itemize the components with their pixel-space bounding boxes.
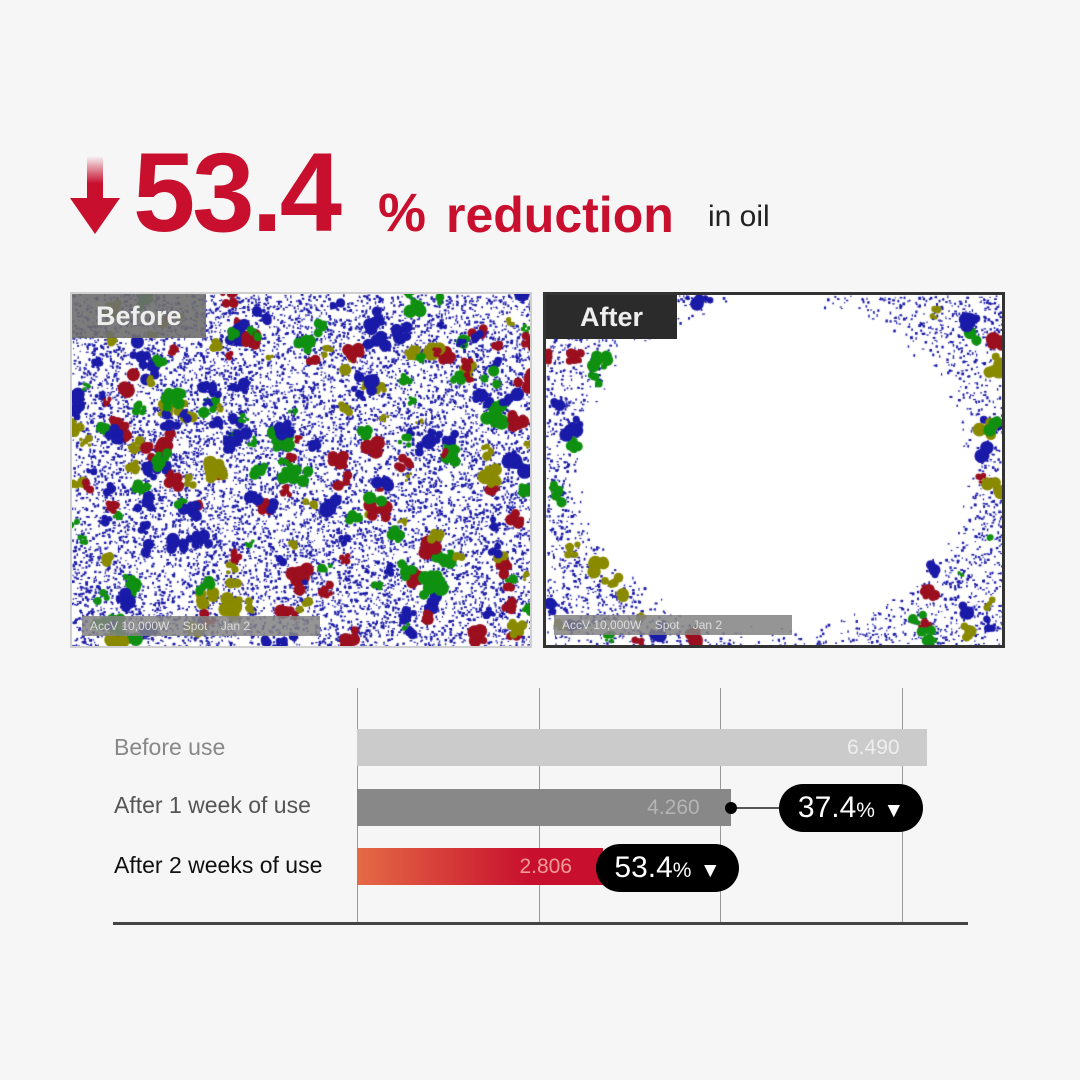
callout-dot [725,802,738,814]
badge-unit: % [856,799,875,822]
reduction-badge-1-week: 37.4% ▼ [779,784,923,832]
category-label: After 2 weeks of use [114,852,323,878]
bar-after-2-weeks [357,848,604,885]
value-label: 2.806 [519,855,572,878]
headline-number: 53.4 [133,130,342,255]
callout-line [731,807,779,809]
micrograph-caption: AccV 10,000W Spot Jan 2 [554,615,792,635]
badge-unit: % [672,859,692,882]
after-micrograph: After AccV 10,000W Spot Jan 2 [543,292,1005,648]
micrograph-caption: AccV 10,000W Spot Jan 2 [82,616,320,636]
category-label: Before use [114,734,226,760]
before-micrograph: Before AccV 10,000W Spot Jan 2 [70,292,532,648]
arrow-down-icon [70,156,120,234]
after-tag: After [546,295,678,339]
bar-before-use [357,729,927,766]
before-tag: Before [72,294,206,338]
triangle-down-icon: ▼ [699,859,721,882]
bar-after-1-week [357,789,732,826]
value-label: 4.260 [647,796,700,819]
headline-suffix: in oil [708,200,770,233]
headline-percent: % [378,183,427,243]
reduction-badge-2-weeks: 53.4% ▼ [596,844,739,892]
triangle-down-icon: ▼ [883,799,905,822]
category-label: After 1 week of use [114,792,311,818]
x-axis [113,922,968,925]
badge-value: 53.4 [614,851,673,884]
headline-reduction: reduction [446,187,674,243]
badge-value: 37.4 [797,791,857,824]
value-label: 6.490 [847,736,900,759]
